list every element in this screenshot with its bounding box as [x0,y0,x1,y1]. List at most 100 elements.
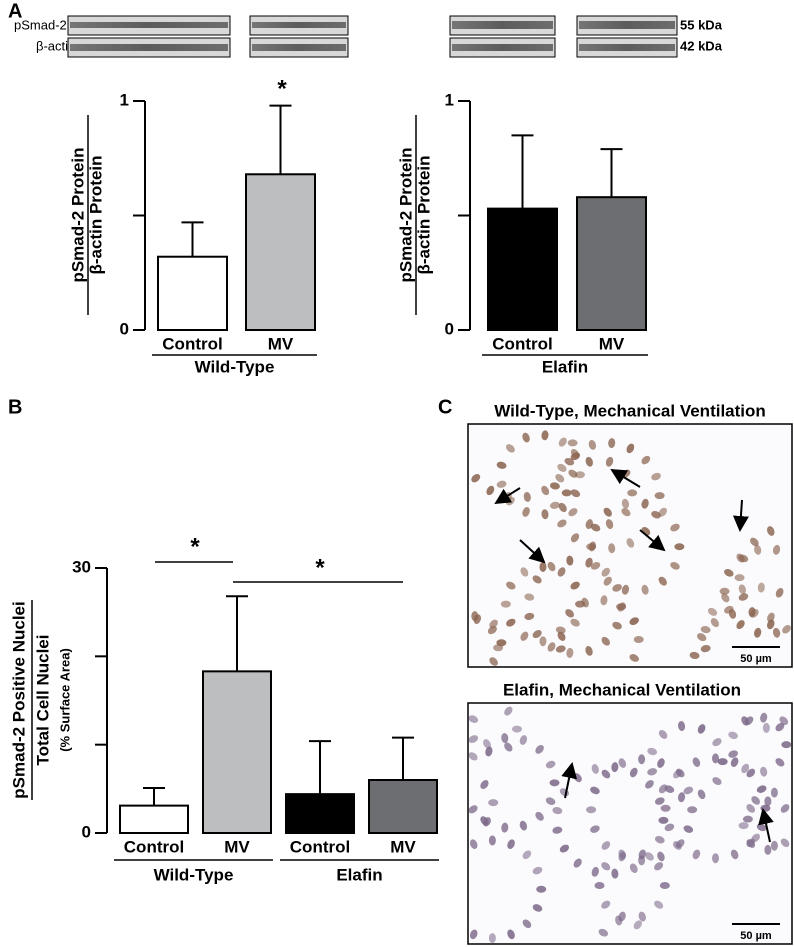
cell [485,746,493,757]
cell [535,811,544,821]
y-tick-label: 0 [445,319,454,338]
cell [565,609,574,618]
cell [654,797,665,805]
cell [612,621,622,630]
cell [591,866,599,877]
cell [507,929,515,940]
cell [678,792,686,803]
cell [664,823,675,832]
scale-label: 50 µm [740,653,772,665]
cell [468,715,479,723]
cell [654,900,664,909]
cell [760,712,768,723]
cell [480,780,489,789]
cell [621,584,630,595]
cell [692,757,701,767]
cell [501,733,509,744]
cell [549,482,560,490]
cell [489,619,498,629]
arrow [519,539,546,564]
cell [654,835,665,844]
micrograph-title: Elafin, Mechanical Ventilation [503,680,741,699]
micrograph-title: Wild-Type, Mechanical Ventilation [494,401,766,420]
cell [555,474,565,483]
cell [724,569,734,577]
cell [566,647,574,658]
cell [621,508,631,517]
cell [738,593,749,601]
y-axis-label: pSmad-2 Protein [396,147,415,282]
cell [555,645,566,653]
cell [585,646,593,656]
cell [629,654,639,662]
cell [712,738,722,747]
y-axis-label: β-actin Protein [86,156,105,275]
cell [612,584,622,592]
cell [504,742,513,752]
cell [586,806,597,814]
cell [506,581,516,590]
arrow [561,762,578,799]
cell [697,724,706,734]
micrograph: 50 µm [467,702,793,945]
cell [557,631,566,641]
cell [552,826,563,834]
cell [660,804,671,812]
cell [486,485,495,496]
cell [590,825,600,833]
cell [519,735,528,745]
cell [772,544,781,555]
cell [664,785,675,793]
cell [779,716,789,726]
blot-bands [70,21,675,51]
cell [780,804,790,813]
y-tick-label: 0 [120,319,129,338]
cell [483,739,491,749]
cell [532,904,543,912]
x-tick-label: Control [492,334,552,353]
blot-size: 55 kDa [680,17,723,32]
micrograph: 50 µm [467,423,793,668]
cell [659,881,670,889]
annotation: * [315,554,325,581]
cell [658,507,667,517]
cell [719,587,730,595]
cell [507,839,515,849]
cell [746,839,756,848]
arrow [494,487,521,505]
cell [588,439,597,450]
cell [617,602,626,612]
x-tick-label: MV [268,334,294,353]
scale-label: 50 µm [740,930,772,942]
cell [689,651,700,659]
cell [641,584,649,595]
cell [496,480,507,488]
cell [522,919,532,929]
cell [674,543,685,551]
cell [730,757,739,767]
annotation: * [190,533,200,560]
cell [670,562,680,570]
cell [511,725,522,733]
cell [601,841,611,850]
panel-label: A [8,0,22,22]
group-label: Wild-Type [154,865,234,884]
cell [601,636,611,646]
panel-label: C [438,396,452,418]
cell [738,554,749,563]
cell [618,851,627,862]
cell [488,933,496,944]
cell [601,567,611,577]
cell [615,915,623,926]
y-tick-label: 0 [82,822,91,841]
cell [483,817,491,827]
x-tick-label: MV [224,837,250,856]
cell [762,722,770,733]
cell [522,850,532,860]
cell [539,636,547,647]
y-axis-label: (% Surface Area) [57,648,72,752]
cell [683,825,694,833]
cell [782,625,791,634]
cell [781,741,792,749]
